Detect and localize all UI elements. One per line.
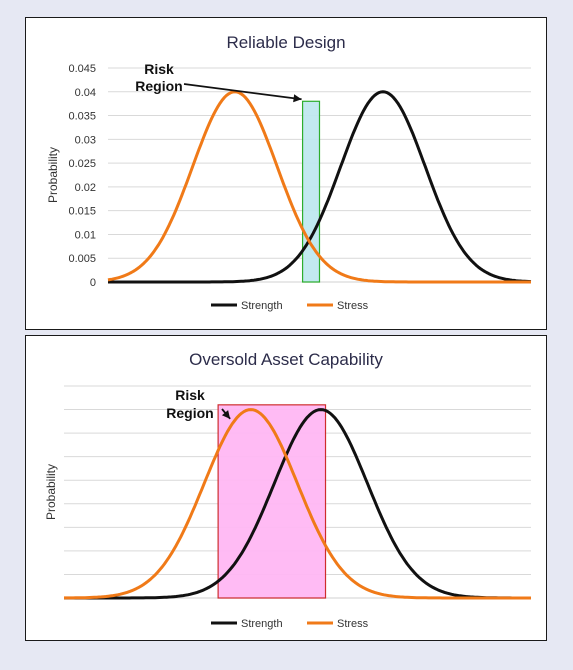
legend: Strength Stress [211,618,369,630]
y-axis-label: Probability [44,464,58,520]
y-tick-label: 0.015 [68,206,96,218]
risk-region-label-line1: Risk [144,61,174,77]
risk-region-label-line1: Risk [175,387,205,403]
y-tick-label: 0 [90,277,96,289]
series-line-strength [108,90,532,284]
y-tick-label: 0.005 [68,253,96,265]
y-tick-label: 0.025 [68,158,96,170]
series-line-stress [64,408,531,600]
legend-label-stress: Stress [337,300,369,312]
series-line-stress [107,90,531,284]
series-line-strength [64,408,531,600]
chart-title: Oversold Asset Capability [189,350,383,369]
legend-label-stress: Stress [337,618,369,630]
legend-label-strength: Strength [241,618,283,630]
chart-reliable-design: Reliable Design 0 0.005 0.01 0.015 0.02 0.025 0… [46,33,532,312]
risk-region-box [217,404,327,599]
annotation-arrow-line [183,83,302,101]
annotation-arrow-head [221,410,231,419]
y-tick-label: 0.045 [68,63,96,75]
y-tick-label: 0.01 [75,229,96,241]
chart-panel-oversold-asset-capability: Oversold Asset Capability Probability Risk… [25,335,547,641]
chart-title: Reliable Design [226,33,345,52]
legend: Strength Stress [211,300,369,312]
legend-label-strength: Strength [241,300,283,312]
annotation-arrow-head [293,94,302,103]
chart-panel-reliable-design: Reliable Design 0 0.005 0.01 0.015 0.02 0.025 0… [25,17,547,330]
y-tick-label: 0.02 [75,182,96,194]
risk-region-label-line2: Region [135,78,182,94]
chart-oversold-asset-capability: Oversold Asset Capability Probability Risk… [44,350,531,630]
y-axis-label: Probability [46,147,60,203]
risk-region-label-line2: Region [166,405,213,421]
y-tick-label: 0.03 [75,134,96,146]
y-tick-label: 0.035 [68,111,96,123]
y-tick-label: 0.04 [75,87,96,99]
